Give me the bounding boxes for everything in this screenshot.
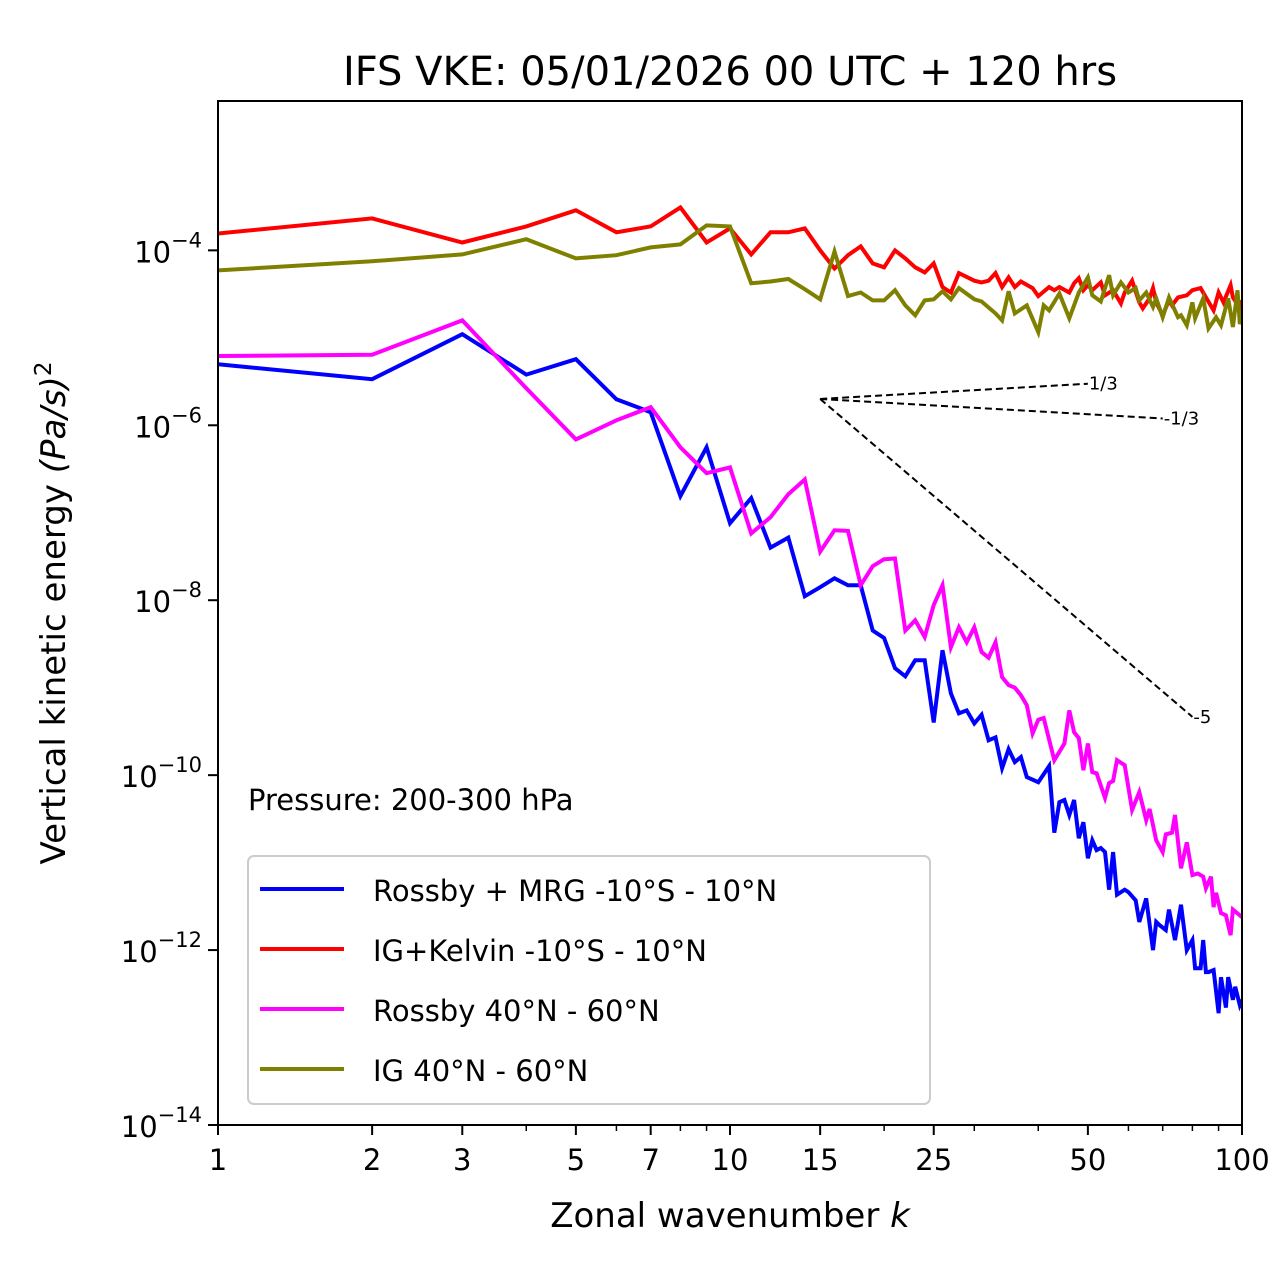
x-tick-label-5: 10: [712, 1143, 749, 1177]
y-tick-label-4: 10−6: [134, 403, 202, 444]
y-axis-label-exponent: 2: [31, 362, 57, 377]
axes: 1 2 3 5 7 10 15 25 50 100 10−14 10−12 10−10 10−8 10−6 1…: [121, 100, 1270, 1177]
x-tick-label-8: 50: [1069, 1143, 1106, 1177]
legend-label-0: Rossby + MRG -10°S - 10°N: [373, 874, 777, 908]
legend-frame: [247, 855, 931, 1105]
legend-label-1: IG+Kelvin -10°S - 10°N: [373, 934, 707, 968]
series-line-3: [218, 223, 1242, 339]
x-tick-label-2: 3: [453, 1143, 471, 1177]
y-axis-label-units: (Pa/s): [34, 376, 74, 473]
series-line-0: [218, 331, 1242, 1014]
reference-line-2: [819, 398, 1194, 718]
legend-label-2: Rossby 40°N - 60°N: [373, 994, 660, 1028]
x-tick-label-4: 7: [641, 1143, 659, 1177]
pressure-annotation: Pressure: 200-300 hPa: [248, 783, 574, 817]
legend: Rossby + MRG -10°S - 10°N IG+Kelvin -10°S…: [247, 855, 931, 1105]
y-tick-label-5: 10−4: [134, 228, 202, 269]
reference-line-label-1: -1/3: [1164, 408, 1199, 429]
x-axis-label: Zonal wavenumber k: [550, 1196, 911, 1236]
x-tick-label-9: 100: [1214, 1143, 1269, 1177]
y-tick-label-0: 10−14: [121, 1103, 202, 1144]
y-axis-label-text: Vertical kinetic energy: [34, 484, 74, 864]
x-axis-label-symbol: k: [890, 1196, 911, 1236]
reference-line-1: [820, 397, 1163, 420]
x-tick-label-7: 25: [915, 1143, 952, 1177]
reference-line-0: [820, 382, 1088, 400]
y-axis-label: Vertical kinetic energy (Pa/s)2: [31, 362, 74, 865]
reference-slope-lines: 1/3 -1/3 -5: [819, 374, 1211, 728]
y-tick-label-2: 10−10: [121, 753, 202, 794]
y-tick-label-1: 10−12: [121, 928, 202, 969]
x-tick-label-0: 1: [209, 1143, 227, 1177]
reference-line-label-0: 1/3: [1089, 374, 1118, 395]
series-layer: [218, 204, 1242, 1014]
x-axis-label-text: Zonal wavenumber: [550, 1196, 879, 1236]
y-tick-label-3: 10−8: [134, 578, 202, 619]
x-tick-label-3: 5: [567, 1143, 585, 1177]
legend-label-3: IG 40°N - 60°N: [373, 1054, 588, 1088]
x-tick-label-6: 15: [802, 1143, 839, 1177]
series-line-2: [218, 318, 1242, 936]
chart-title: IFS VKE: 05/01/2026 00 UTC + 120 hrs: [343, 49, 1117, 95]
x-tick-label-1: 2: [363, 1143, 381, 1177]
reference-line-label-2: -5: [1193, 707, 1211, 728]
